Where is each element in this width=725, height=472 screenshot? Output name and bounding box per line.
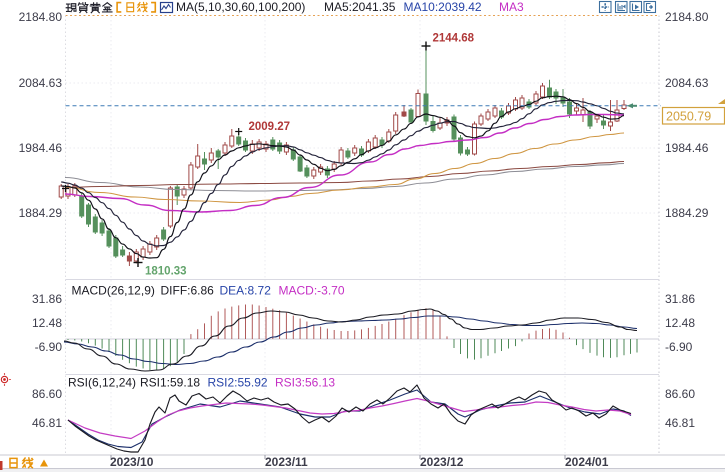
svg-text:12.48: 12.48 <box>32 316 62 330</box>
svg-text:MA10:2039.42: MA10:2039.42 <box>404 0 482 14</box>
svg-text:31.86: 31.86 <box>32 292 62 306</box>
svg-text:RSI1:59.18: RSI1:59.18 <box>140 376 200 390</box>
svg-text:-6.90: -6.90 <box>35 340 63 354</box>
svg-text:2023/10: 2023/10 <box>110 455 154 469</box>
svg-text:46.81: 46.81 <box>32 416 62 430</box>
svg-text:MA(5,10,30,60,100,200): MA(5,10,30,60,100,200) <box>176 0 305 14</box>
svg-text:MACD:-3.70: MACD:-3.70 <box>279 284 345 298</box>
svg-text:46.81: 46.81 <box>665 416 695 430</box>
svg-text:1884.29: 1884.29 <box>665 206 709 220</box>
svg-text:12.48: 12.48 <box>665 316 695 330</box>
svg-text:RSI2:55.92: RSI2:55.92 <box>208 376 268 390</box>
svg-text:2023/12: 2023/12 <box>420 455 464 469</box>
svg-text:1984.46: 1984.46 <box>665 141 709 155</box>
svg-text:2084.63: 2084.63 <box>665 76 709 90</box>
svg-text:31.86: 31.86 <box>665 292 695 306</box>
svg-text:1810.33: 1810.33 <box>145 266 187 278</box>
svg-text:2050.79: 2050.79 <box>666 110 711 124</box>
svg-text:2024/01: 2024/01 <box>565 455 609 469</box>
svg-text:2084.63: 2084.63 <box>19 76 63 90</box>
svg-text:DIFF:6.86: DIFF:6.86 <box>161 284 215 298</box>
svg-text:MA3: MA3 <box>499 0 524 14</box>
svg-text:DEA:8.72: DEA:8.72 <box>220 284 272 298</box>
svg-text:86.60: 86.60 <box>665 387 695 401</box>
svg-text:2023/11: 2023/11 <box>265 455 308 469</box>
svg-text:-6.90: -6.90 <box>665 340 693 354</box>
svg-text:RSI(6,12,24): RSI(6,12,24) <box>68 376 136 390</box>
svg-text:2144.68: 2144.68 <box>433 33 475 45</box>
svg-text:MA5:2041.35: MA5:2041.35 <box>324 0 396 14</box>
svg-text:2009.27: 2009.27 <box>249 121 291 133</box>
svg-text:2184.80: 2184.80 <box>665 10 709 24</box>
svg-text:86.60: 86.60 <box>32 387 62 401</box>
svg-text:1984.46: 1984.46 <box>19 141 63 155</box>
svg-text:MACD(26,12,9): MACD(26,12,9) <box>72 284 155 298</box>
svg-text:1884.29: 1884.29 <box>19 206 63 220</box>
svg-text:2184.80: 2184.80 <box>19 10 63 24</box>
svg-text:RSI3:56.13: RSI3:56.13 <box>275 376 335 390</box>
